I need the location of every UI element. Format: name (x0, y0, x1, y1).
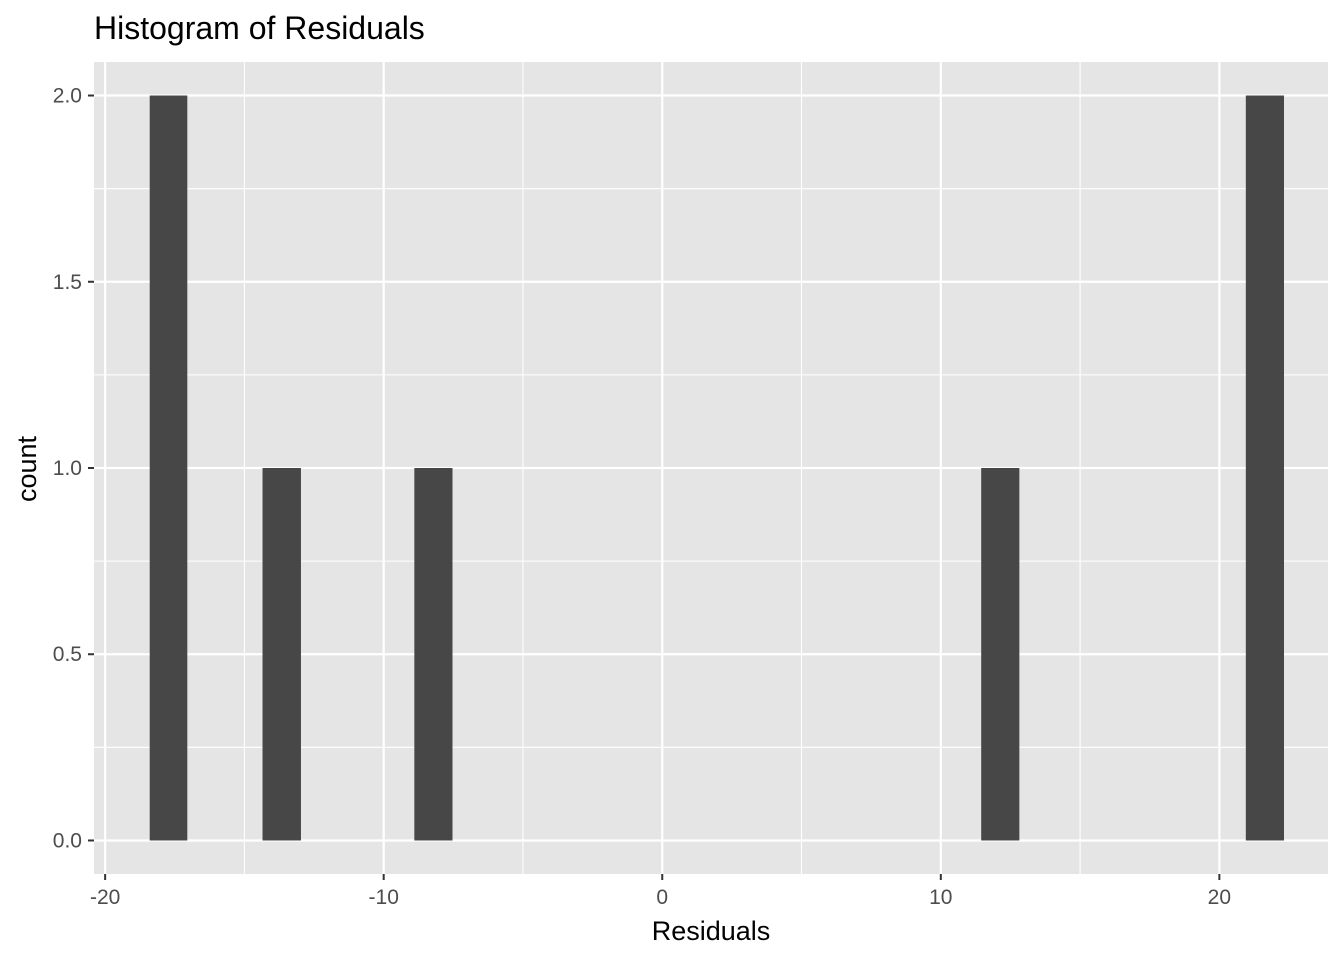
x-tick-label: -10 (369, 886, 399, 909)
x-tick-label: 0 (656, 886, 668, 909)
x-axis-title: Residuals (652, 916, 771, 946)
histogram-bars (149, 95, 1284, 841)
y-tick-label: 1.0 (53, 457, 82, 480)
chart-title: Histogram of Residuals (94, 10, 425, 46)
x-axis: -20 -10 0 10 20 (90, 874, 1231, 909)
x-tick-label: -20 (90, 886, 120, 909)
y-axis-title: count (12, 435, 42, 502)
y-tick-label: 1.5 (53, 271, 82, 294)
histogram-bar (981, 468, 1020, 841)
histogram-bar (149, 95, 188, 841)
x-tick-label: 10 (929, 886, 952, 909)
histogram-bar (1245, 95, 1284, 841)
x-tick-label: 20 (1208, 886, 1231, 909)
histogram-bar (262, 468, 301, 841)
y-tick-label: 2.0 (53, 85, 82, 108)
histogram-bar (414, 468, 453, 841)
y-tick-label: 0.0 (53, 829, 82, 852)
y-tick-label: 0.5 (53, 643, 82, 666)
y-axis: 0.0 0.5 1.0 1.5 2.0 (53, 85, 94, 852)
